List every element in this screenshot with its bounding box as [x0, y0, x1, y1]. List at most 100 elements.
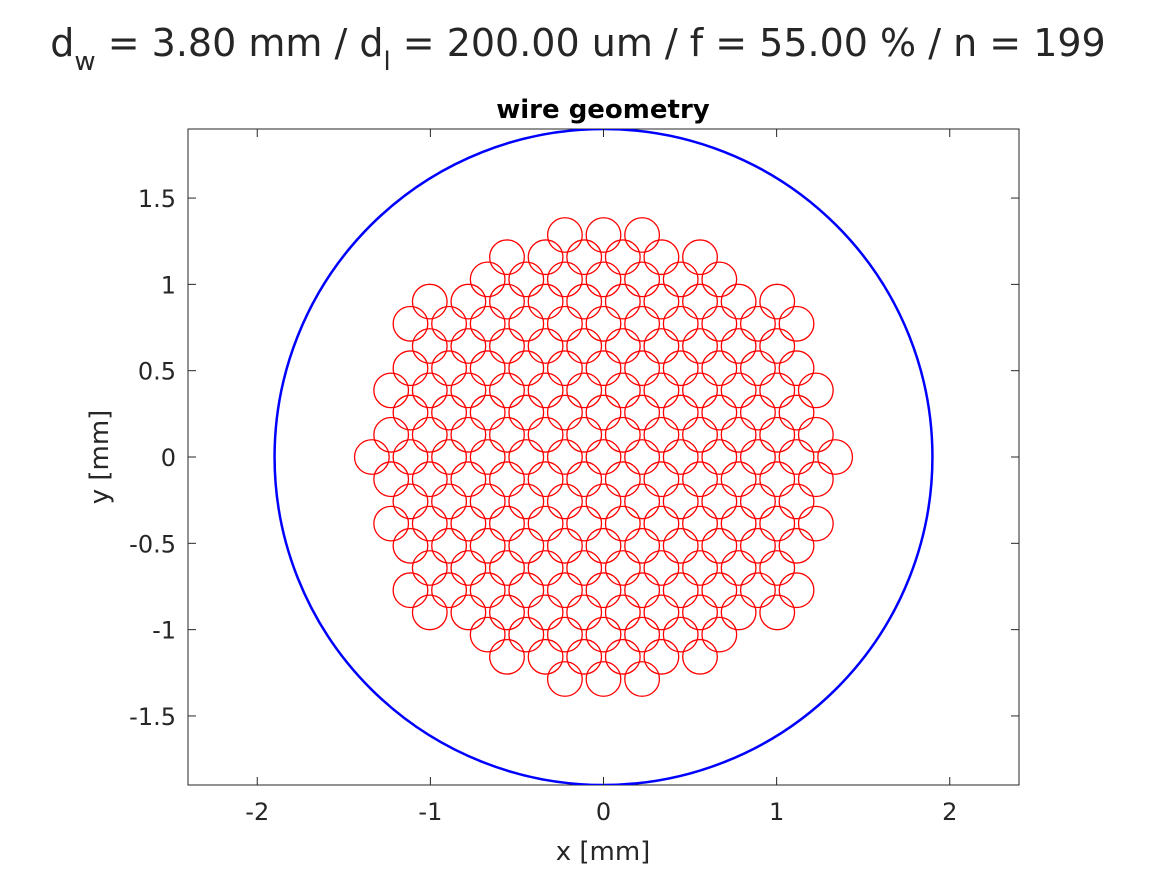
strand-circle	[604, 239, 641, 276]
x-tick-label: -2	[245, 798, 269, 826]
strand-circle	[797, 461, 834, 498]
strand-circle	[431, 394, 468, 431]
strand-circle	[701, 572, 738, 609]
strand-circle	[566, 416, 603, 453]
strand-circle	[701, 483, 738, 520]
strand-circle	[778, 483, 815, 520]
strand-circle	[431, 305, 468, 342]
strand-circle	[489, 594, 525, 631]
strand-circle	[643, 372, 680, 409]
outer-wire-circle	[273, 129, 934, 785]
strand-circle	[759, 372, 796, 409]
strand-circle	[527, 328, 564, 364]
strand-circle	[624, 661, 661, 697]
strand-circle	[508, 261, 545, 298]
strand-circle	[604, 550, 641, 586]
strand-circle	[604, 505, 641, 542]
strand-circle	[566, 372, 603, 409]
strand-circle	[489, 550, 525, 586]
strand-circle	[585, 483, 622, 520]
strand-circle	[431, 483, 468, 520]
y-axis-label: y [mm]	[85, 410, 115, 505]
strand-circle	[469, 527, 506, 564]
strand-circle	[720, 328, 757, 364]
strand-circle	[682, 594, 718, 631]
strand-circle	[682, 550, 718, 586]
strand-circle	[739, 350, 776, 387]
suptitle-d: d	[50, 21, 74, 65]
strand-circle	[759, 283, 796, 320]
strand-circle	[411, 550, 448, 586]
strand-circle	[508, 572, 545, 609]
strand-circle	[392, 350, 429, 387]
strand-circle	[720, 461, 757, 498]
strand-circle	[508, 439, 545, 475]
strand-circle	[643, 638, 680, 675]
strand-circle	[624, 527, 661, 564]
strand-circle	[392, 305, 429, 342]
suptitle-part2: = 200.00 um / f = 55.00 % / n = 199	[391, 21, 1106, 65]
strand-circle	[489, 239, 525, 276]
x-tick-label: 2	[942, 798, 957, 826]
strand-circle	[508, 350, 545, 387]
strand-circle	[411, 505, 448, 542]
strand-circle	[469, 394, 506, 431]
strand-circle	[739, 483, 776, 520]
strand-circle	[624, 261, 661, 298]
strand-circle	[585, 527, 622, 564]
strand-circle	[489, 638, 525, 675]
strand-circle	[450, 328, 487, 364]
strand-circle	[450, 283, 487, 320]
strand-circle	[585, 439, 622, 475]
strand-circle	[469, 616, 506, 653]
strand-circle	[662, 572, 699, 609]
strand-circle	[682, 505, 718, 542]
strand-circle	[643, 594, 680, 631]
strand-circle	[701, 350, 738, 387]
strand-circle	[450, 594, 487, 631]
strand-circle	[411, 328, 448, 364]
strand-circle	[643, 239, 680, 276]
strand-circle	[566, 239, 603, 276]
suptitle-l-subscript: l	[383, 47, 390, 77]
strand-circle	[662, 439, 699, 475]
strand-circle	[469, 483, 506, 520]
y-tick-label: 1.5	[138, 185, 176, 213]
strand-circle	[624, 394, 661, 431]
strand-circle	[546, 483, 583, 520]
strand-circle	[624, 217, 661, 253]
strand-circle	[643, 328, 680, 364]
strand-circle	[778, 439, 815, 475]
y-axis-ticks: -1.5 -1 -0.5 0 0.5 1 1.5	[129, 185, 1019, 731]
strand-circle	[450, 550, 487, 586]
strand-circle	[392, 394, 429, 431]
strand-circle	[739, 394, 776, 431]
strand-circle	[489, 372, 525, 409]
plot-area	[187, 128, 1020, 786]
strand-circle	[546, 527, 583, 564]
strand-circle	[662, 261, 699, 298]
strand-circle	[546, 394, 583, 431]
figure-suptitle: dw = 3.80 mm / dl = 200.00 um / f = 55.0…	[50, 21, 1105, 77]
strand-circle	[701, 616, 738, 653]
strand-circle	[508, 305, 545, 342]
strand-circle	[662, 527, 699, 564]
strand-circle	[527, 505, 564, 542]
y-tick-label: -1	[152, 617, 176, 645]
strand-circle	[604, 461, 641, 498]
strand-circle	[585, 616, 622, 653]
strand-circle	[585, 572, 622, 609]
x-axis-label: x [mm]	[556, 837, 651, 867]
strand-circle	[624, 305, 661, 342]
strand-circle	[604, 594, 641, 631]
strand-circle	[489, 283, 525, 320]
suptitle-w-subscript: w	[74, 47, 95, 77]
strand-circle	[720, 550, 757, 586]
strand-circle	[527, 416, 564, 453]
strand-circle	[392, 527, 429, 564]
strand-circle	[566, 283, 603, 320]
strand-circle	[566, 550, 603, 586]
strand-circle	[604, 328, 641, 364]
strand-circle	[411, 594, 448, 631]
